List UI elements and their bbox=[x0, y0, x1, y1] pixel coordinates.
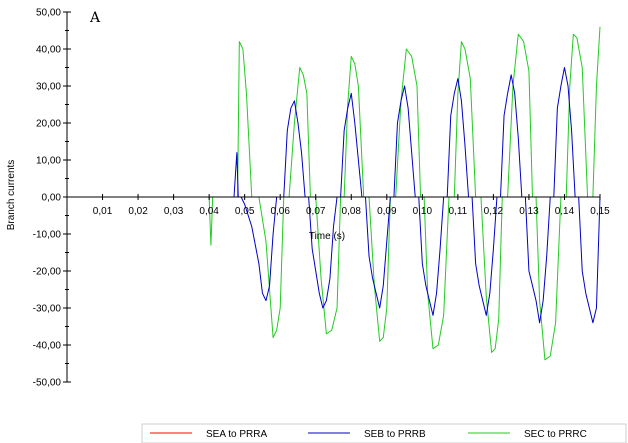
x-tick-label: 0,10 bbox=[413, 206, 433, 217]
x-tick-label: 0,05 bbox=[235, 206, 255, 217]
x-tick-label: 0,13 bbox=[519, 206, 539, 217]
series-layer bbox=[67, 26, 601, 361]
x-tick-label: 0,12 bbox=[484, 206, 504, 217]
y-tick-label: 20,00 bbox=[36, 119, 61, 130]
x-tick-label: 0,11 bbox=[448, 206, 467, 217]
x-axis-label: Time (s) bbox=[309, 231, 345, 242]
x-ticks: 0,01 0,02 0,03 0,04 0,05 0,06 0,07 0,08 0,09 0,10… bbox=[93, 194, 610, 217]
x-tick-label: 0,01 bbox=[93, 206, 113, 217]
legend-label: SEC to PRRC bbox=[524, 429, 587, 440]
legend-label: SEA to PRRA bbox=[206, 429, 267, 440]
y-ticks: -50,00 -40,00 -30,00 -20,00 -10,00 0,00 10,00 2… bbox=[33, 8, 71, 389]
x-tick-label: 0,14 bbox=[555, 206, 575, 217]
x-tick-label: 0,04 bbox=[199, 206, 219, 217]
legend: SEA to PRRA SEB to PRRB SEC to PRRC bbox=[141, 423, 627, 443]
y-axis-label: Branch currents bbox=[6, 160, 17, 231]
y-tick-label: -30,00 bbox=[33, 304, 62, 315]
legend-box bbox=[141, 423, 627, 443]
x-tick-label: 0,02 bbox=[128, 206, 148, 217]
x-tick-label: 0,08 bbox=[342, 206, 362, 217]
legend-label: SEB to PRRB bbox=[364, 429, 426, 440]
y-tick-label: -50,00 bbox=[33, 378, 62, 389]
y-tick-label: 30,00 bbox=[36, 82, 61, 93]
series-line-3 bbox=[67, 26, 601, 361]
x-tick-label: 0,06 bbox=[270, 206, 290, 217]
y-tick-label: 40,00 bbox=[36, 45, 61, 56]
x-tick-label: 0,09 bbox=[377, 206, 397, 217]
x-tick-label: 0,03 bbox=[164, 206, 184, 217]
y-tick-label: -10,00 bbox=[33, 230, 62, 241]
y-tick-label: 50,00 bbox=[36, 8, 61, 19]
x-tick-label: 0,07 bbox=[306, 206, 326, 217]
panel-annotation: A bbox=[89, 10, 101, 26]
x-tick-label: 0,15 bbox=[590, 206, 610, 217]
y-tick-label: -20,00 bbox=[33, 267, 62, 278]
series-line-2 bbox=[67, 67, 601, 324]
y-tick-label: 0,00 bbox=[42, 193, 62, 204]
axes-layer bbox=[66, 12, 600, 382]
y-tick-label: -40,00 bbox=[33, 341, 62, 352]
y-tick-label: 10,00 bbox=[36, 156, 61, 167]
